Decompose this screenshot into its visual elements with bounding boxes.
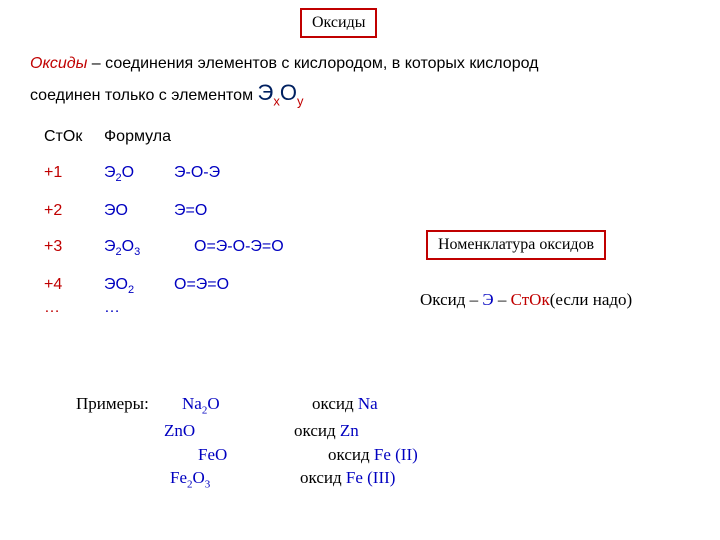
desc-el: Fe (II) — [374, 445, 418, 464]
header-stok: СтОк — [44, 128, 104, 146]
stok-cell: +1 — [44, 164, 104, 182]
stok-cell: +4 — [44, 276, 104, 294]
nomen-p2: (если надо) — [550, 290, 632, 309]
example-desc: оксид Na — [312, 392, 378, 419]
examples-label: Примеры: — [76, 392, 162, 419]
example-formula: ZnO — [162, 419, 294, 443]
formula-y: y — [297, 93, 304, 108]
example-desc: оксид Fe (III) — [300, 466, 395, 493]
desc-el: Fe (III) — [346, 468, 396, 487]
example-row: ZnO оксид Zn — [76, 419, 418, 443]
desc-pre: оксид — [300, 468, 346, 487]
nomen-p1: Оксид – — [420, 290, 482, 309]
spacer — [76, 419, 162, 443]
formula-e1: Э — [258, 80, 274, 105]
desc-el: Zn — [340, 421, 359, 440]
desc-pre: оксид — [328, 445, 374, 464]
spacer — [76, 466, 162, 493]
formula-cell: Э2О — [104, 164, 174, 184]
nomenclature-box-wrap: Номенклатура оксидов — [426, 230, 606, 260]
nomenclature-line: Оксид – Э – СтОк(если надо) — [420, 290, 632, 310]
nomen-dash: – — [494, 290, 511, 309]
intro-rest2: соединен только с элементом — [30, 87, 258, 104]
more-formula: … — [104, 299, 174, 317]
oxidation-table: СтОк Формула +1 Э2О Э-О-Э +2 ЭО Э=О +3 Э… — [44, 128, 284, 335]
struct-cell: Э-О-Э — [174, 164, 220, 182]
formula-o: О — [280, 80, 297, 105]
nomenclature-box: Номенклатура оксидов — [426, 230, 606, 260]
intro-paragraph: Оксиды – соединения элементов с кислород… — [30, 52, 690, 111]
stok-cell: +3 — [44, 238, 104, 256]
more-stok: … — [44, 299, 104, 317]
title-text: Оксиды — [300, 8, 377, 38]
desc-pre: оксид — [312, 394, 358, 413]
intro-lead: Оксиды — [30, 55, 87, 72]
formula-cell: Э2О3 — [104, 238, 194, 258]
example-row: Fe2O3 оксид Fe (III) — [76, 466, 418, 493]
struct-cell: О=Э-О-Э=О — [194, 238, 284, 256]
formula-cell: ЭО — [104, 202, 174, 220]
table-row: +2 ЭО Э=О — [44, 202, 284, 220]
example-formula: Fe2O3 — [162, 466, 300, 493]
title-box: Оксиды — [300, 8, 377, 38]
struct-cell: О=Э=О — [174, 276, 229, 294]
example-formula: FeO — [162, 443, 328, 467]
table-row: +3 Э2О3 О=Э-О-Э=О — [44, 238, 284, 258]
table-row: +4 ЭО2 О=Э=О — [44, 276, 284, 296]
formula-general: ЭxОy — [258, 80, 304, 105]
spacer — [76, 443, 162, 467]
formula-cell: ЭО2 — [104, 276, 174, 296]
example-row: FeO оксид Fe (II) — [76, 443, 418, 467]
nomen-stok: СтОк — [511, 290, 550, 309]
table-header-row: СтОк Формула — [44, 128, 284, 146]
table-row: +1 Э2О Э-О-Э — [44, 164, 284, 184]
table-more-row: … … — [44, 299, 284, 317]
examples-block: Примеры: Na2O оксид Na ZnO оксид Zn FeO … — [76, 392, 418, 493]
stok-cell: +2 — [44, 202, 104, 220]
example-desc: оксид Fe (II) — [328, 443, 418, 467]
desc-pre: оксид — [294, 421, 340, 440]
example-row: Примеры: Na2O оксид Na — [76, 392, 418, 419]
example-desc: оксид Zn — [294, 419, 359, 443]
nomen-e: Э — [482, 290, 493, 309]
desc-el: Na — [358, 394, 378, 413]
intro-rest1: – соединения элементов с кислородом, в к… — [87, 55, 538, 72]
header-formula: Формула — [104, 128, 174, 146]
struct-cell: Э=О — [174, 202, 207, 220]
example-formula: Na2O — [162, 392, 312, 419]
